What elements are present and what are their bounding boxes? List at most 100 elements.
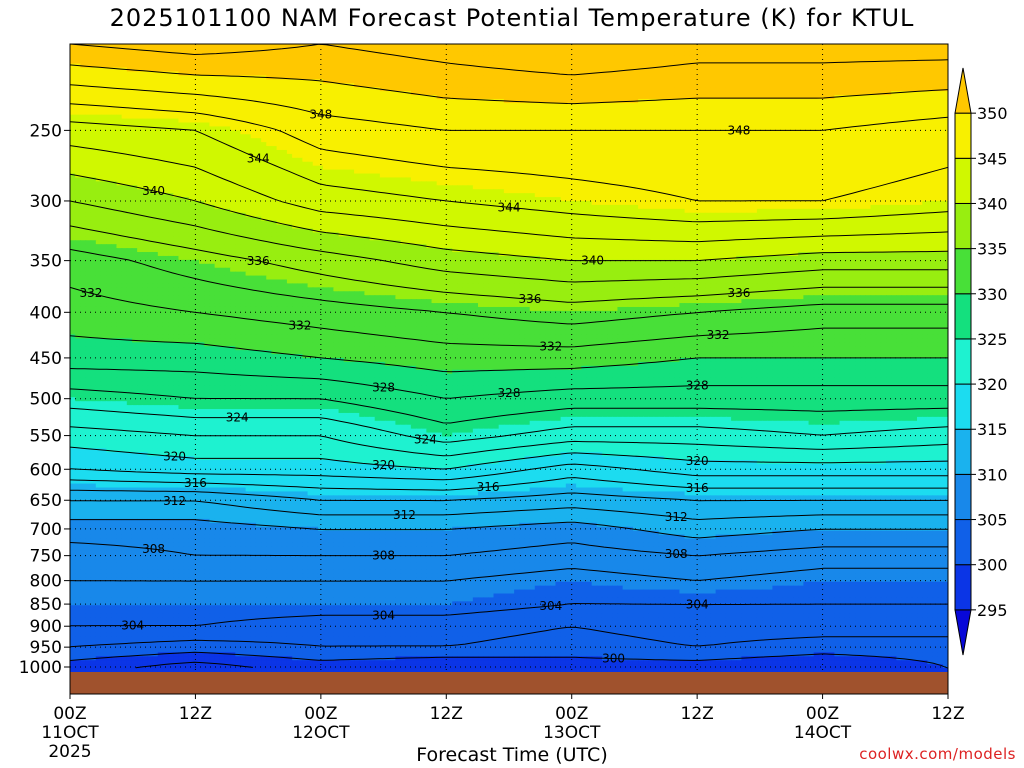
theta-cell — [131, 114, 138, 120]
theta-cell — [498, 71, 505, 76]
theta-cell — [405, 130, 412, 135]
theta-cell — [328, 157, 334, 163]
theta-cell — [121, 138, 128, 143]
theta-cell — [653, 71, 660, 76]
theta-cell — [550, 47, 557, 53]
theta-cell — [173, 142, 180, 147]
theta-cell — [317, 110, 324, 116]
theta-cell — [261, 138, 267, 143]
theta-cell — [224, 59, 231, 65]
theta-cell — [679, 146, 686, 151]
theta-cell — [250, 114, 257, 120]
theta-cell — [601, 102, 608, 108]
theta-cell — [901, 130, 908, 135]
theta-cell — [312, 157, 319, 163]
theta-cell — [870, 153, 877, 159]
theta-cell — [896, 51, 903, 57]
theta-cell — [725, 71, 732, 76]
theta-cell — [85, 83, 92, 88]
theta-cell — [126, 71, 133, 76]
theta-cell — [168, 102, 174, 108]
theta-cell — [777, 98, 784, 104]
theta-cell — [302, 83, 309, 88]
theta-cell — [777, 44, 784, 49]
theta-cell — [942, 142, 948, 147]
theta-cell — [312, 118, 319, 124]
theta-cell — [286, 79, 293, 84]
theta-cell — [488, 106, 495, 112]
theta-cell — [219, 118, 226, 124]
theta-cell — [911, 110, 918, 116]
theta-cell — [581, 138, 588, 143]
theta-cell — [286, 98, 293, 104]
theta-cell — [162, 91, 169, 96]
theta-cell — [942, 98, 948, 104]
theta-cell — [436, 91, 443, 96]
theta-cell — [638, 130, 644, 135]
theta-cell — [509, 126, 515, 131]
theta-cell — [255, 102, 262, 108]
theta-cell — [400, 106, 407, 112]
theta-cell — [276, 149, 283, 155]
theta-cell — [131, 122, 138, 128]
theta-cell — [503, 95, 510, 100]
theta-cell — [457, 98, 464, 104]
theta-cell — [333, 55, 340, 61]
theta-cell — [385, 67, 391, 73]
theta-cell — [168, 146, 174, 151]
theta-cell — [581, 75, 588, 80]
theta-cell — [679, 114, 686, 120]
theta-cell — [813, 51, 820, 57]
theta-cell — [860, 114, 866, 120]
theta-cell — [90, 59, 97, 65]
theta-cell — [658, 102, 665, 108]
theta-cell — [250, 75, 257, 80]
theta-cell — [643, 149, 650, 155]
theta-cell — [100, 149, 107, 155]
theta-cell — [653, 75, 660, 80]
theta-cell — [782, 153, 789, 159]
theta-cell — [756, 118, 763, 124]
theta-cell — [323, 126, 329, 131]
theta-cell — [338, 91, 345, 96]
theta-cell — [348, 59, 355, 65]
theta-cell — [638, 51, 644, 57]
theta-cell — [230, 79, 236, 84]
theta-cell — [214, 55, 221, 61]
theta-cell — [209, 67, 216, 73]
theta-cell — [317, 138, 324, 143]
theta-cell — [488, 75, 495, 80]
theta-cell — [829, 122, 835, 128]
theta-cell — [880, 55, 887, 61]
theta-cell — [539, 67, 546, 73]
theta-cell — [338, 142, 345, 147]
theta-cell — [343, 79, 350, 84]
theta-cell — [741, 142, 748, 147]
theta-cell — [147, 75, 154, 80]
theta-cell — [705, 110, 712, 116]
theta-cell — [162, 47, 169, 53]
theta-cell — [343, 91, 350, 96]
theta-cell — [798, 149, 804, 155]
theta-cell — [199, 63, 205, 69]
theta-cell — [178, 102, 185, 108]
theta-cell — [596, 138, 603, 143]
theta-cell — [369, 63, 376, 69]
theta-cell — [343, 87, 350, 92]
theta-cell — [462, 79, 469, 84]
theta-cell — [855, 114, 861, 120]
theta-cell — [271, 138, 278, 143]
theta-cell — [328, 130, 334, 135]
theta-cell — [488, 83, 495, 88]
theta-cell — [767, 126, 773, 131]
theta-cell — [126, 47, 133, 53]
theta-cell — [880, 146, 887, 151]
theta-cell — [617, 102, 624, 108]
theta-cell — [762, 44, 768, 49]
theta-cell — [106, 44, 112, 49]
theta-cell — [694, 71, 701, 76]
theta-cell — [483, 110, 489, 116]
theta-cell — [658, 130, 665, 135]
theta-cell — [700, 51, 706, 57]
theta-cell — [266, 83, 273, 88]
